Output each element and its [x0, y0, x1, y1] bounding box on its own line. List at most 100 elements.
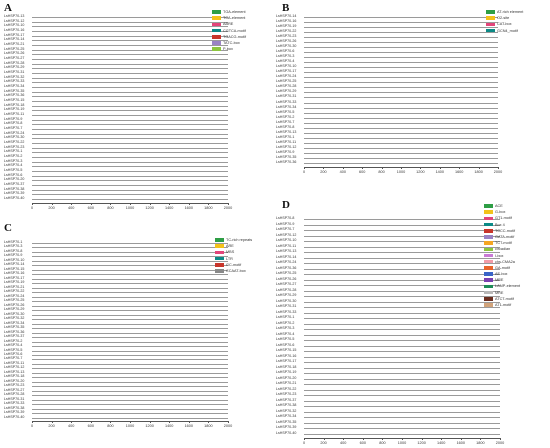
- promoter-line: [304, 147, 498, 149]
- gene-track: LsHSP70-5: [276, 110, 498, 116]
- gene-track: LsHSP70-26: [276, 277, 500, 283]
- promoter-line: [304, 329, 500, 330]
- axis-tick-label: 2000: [493, 169, 503, 174]
- gene-label: LsHSP70-16: [4, 28, 25, 32]
- gene-label: LsHSP70-14: [4, 262, 25, 267]
- promoter-line: [32, 247, 228, 249]
- axis-tick: [421, 438, 423, 440]
- legend-label: AT-rich element: [497, 10, 524, 14]
- gene-label: LsHSP70-33: [276, 99, 297, 104]
- gene-label: LsHSP70-18: [4, 102, 25, 107]
- gene-track: LsHSP70-26: [4, 303, 228, 309]
- legend-swatch: [484, 253, 493, 258]
- legend-swatch: [484, 272, 493, 276]
- promoter-line: [304, 389, 500, 391]
- promoter-line: [304, 285, 500, 286]
- gene-track: LsHSP70-36: [276, 160, 498, 166]
- axis-tick: [32, 421, 33, 424]
- gene-track: LsHSP70-30: [4, 135, 228, 141]
- promoter-line: [304, 279, 500, 281]
- gene-label: LsHSP70-9: [276, 221, 295, 226]
- gene-label: LsHSP70-12: [276, 232, 297, 237]
- axis-tick-label: 600: [87, 205, 94, 210]
- gene-track: LsHSP70-23: [4, 383, 228, 389]
- promoter-line: [32, 101, 228, 103]
- gene-track: LsHSP70-28: [4, 61, 228, 67]
- gene-track: LsHSP70-18: [276, 365, 500, 371]
- gene-label: LsHSP70-1: [4, 149, 23, 154]
- promoter-line: [304, 301, 500, 303]
- promoter-line: [304, 22, 498, 24]
- gene-track: LsHSP70-32: [4, 75, 228, 81]
- gene-label: LsHSP70-21: [276, 381, 297, 385]
- gene-label: LsHSP70-5: [4, 168, 23, 173]
- axis-tick: [323, 166, 325, 169]
- gene-label: LsHSP70-1: [276, 315, 295, 319]
- promoter-line: [304, 252, 500, 253]
- gene-label: LsHSP70-23: [4, 144, 25, 149]
- legend-label: CAT-box: [497, 22, 512, 27]
- promoter-line: [304, 411, 500, 413]
- gene-label: LsHSP70-30: [276, 298, 297, 303]
- gene-label: LsHSP70-11: [4, 360, 25, 365]
- gene-label: LsHSP70-16: [4, 271, 25, 276]
- promoter-line: [304, 323, 500, 325]
- x-axis: 0 200 400 600 800 1000 1200 1400 1600 1800 2000: [303, 166, 502, 177]
- gene-track: LsHSP70-13: [4, 14, 228, 20]
- promoter-line: [32, 45, 228, 47]
- axis-tick: [439, 166, 441, 169]
- legend-label: TATC-box: [223, 40, 240, 45]
- legend-swatch: [212, 34, 221, 39]
- panel-label: D: [282, 199, 290, 211]
- legend-label: AE-box: [495, 272, 508, 277]
- axis-tick: [362, 166, 364, 169]
- gene-track: LsHSP70-12: [276, 145, 498, 151]
- promoter-line: [32, 171, 228, 173]
- legend-swatch: [486, 16, 495, 20]
- legend-label: GATA-motif: [495, 234, 515, 239]
- axis-tick-label: 200: [320, 441, 327, 445]
- gene-label: LsHSP70-22: [276, 386, 297, 391]
- promoter-line: [32, 54, 228, 56]
- promoter-line: [304, 422, 500, 424]
- promoter-line: [32, 296, 228, 298]
- axis-tick: [304, 166, 305, 169]
- axis-tick: [480, 438, 482, 440]
- gene-label: LsHSP70-17: [4, 275, 25, 280]
- axis-tick: [228, 202, 229, 205]
- gene-label: LsHSP70-14: [276, 254, 297, 259]
- gene-label: LsHSP70-7: [4, 356, 23, 361]
- promoter-line: [32, 115, 228, 117]
- promoter-line: [304, 162, 498, 164]
- promoter-line: [304, 122, 498, 124]
- promoter-line: [304, 27, 498, 29]
- gene-track: LsHSP70-14: [276, 14, 498, 20]
- promoter-line: [304, 42, 498, 44]
- gene-track: LsHSP70-21: [4, 42, 228, 48]
- promoter-line: [304, 142, 498, 144]
- gene-track: LsHSP70-24: [276, 260, 500, 266]
- gene-track: LsHSP70-9: [4, 117, 228, 123]
- gene-track: LsHSP70-8: [276, 125, 498, 131]
- promoter-line: [304, 433, 500, 435]
- promoter-line: [304, 395, 500, 396]
- gene-label: LsHSP70-32: [276, 408, 297, 413]
- axis-tick: [208, 421, 210, 424]
- gene-label: LsHSP70-37: [4, 334, 25, 339]
- legend-label: AT1-motif: [495, 303, 512, 307]
- promoter-line: [32, 363, 228, 365]
- gene-label: LsHSP70-24: [4, 130, 25, 135]
- legend-label: circadian: [495, 247, 511, 252]
- promoter-line: [304, 428, 500, 429]
- gene-track: LsHSP70-22: [276, 387, 500, 393]
- gene-track: LsHSP70-10: [4, 23, 228, 29]
- promoter-line: [32, 110, 228, 112]
- gene-label: LsHSP70-21: [4, 42, 25, 47]
- gene-track: LsHSP70-22: [4, 140, 228, 146]
- gene-label: LsHSP70-20: [276, 375, 297, 380]
- legend-label: LAMP-element: [495, 284, 521, 289]
- gene-track: LsHSP70-28: [276, 288, 500, 294]
- promoter-line: [32, 310, 228, 312]
- gene-label: LsHSP70-24: [276, 74, 297, 79]
- gene-label: LsHSP70-14: [276, 14, 297, 18]
